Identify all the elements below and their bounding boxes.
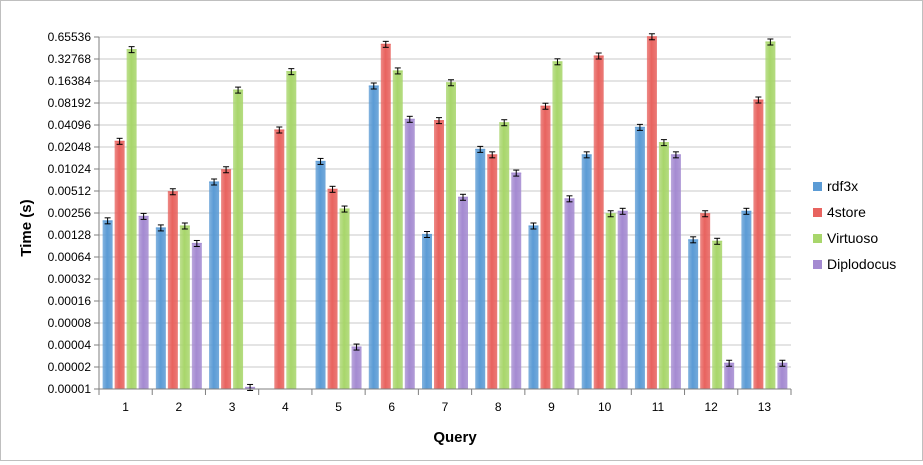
bar: [102, 220, 113, 389]
bar: [233, 90, 244, 389]
y-tick-label: 0.04096: [48, 118, 92, 132]
x-tick-label: 13: [758, 400, 772, 414]
bar: [658, 142, 669, 389]
x-tick-label: 9: [548, 400, 555, 414]
y-tick-label: 0.16384: [48, 74, 92, 88]
bar: [315, 161, 326, 389]
bar: [434, 120, 444, 389]
bar: [475, 149, 486, 389]
bar: [593, 56, 604, 389]
legend-swatch: [813, 208, 822, 217]
bar: [167, 191, 178, 389]
y-tick-label: 0.02048: [48, 140, 92, 154]
bar: [209, 181, 220, 389]
legend-swatch: [813, 182, 822, 191]
bar: [155, 227, 166, 389]
bar: [700, 213, 711, 389]
bar: [634, 127, 645, 389]
x-tick-label: 6: [388, 400, 395, 414]
bar: [191, 243, 202, 389]
x-tick-labels: 1 2 3 4 5 6 7 8 9 10 11 12 13: [122, 400, 771, 414]
bar: [528, 225, 539, 389]
legend-swatch: [813, 234, 822, 243]
axes: [98, 37, 792, 395]
legend-label: 4store: [827, 204, 866, 220]
y-tick-label: 0.00002: [48, 360, 92, 374]
bar: [126, 49, 137, 389]
bar: [392, 70, 403, 389]
bar: [339, 209, 350, 389]
error-bars: [104, 33, 786, 391]
legend-label: Virtuoso: [827, 230, 878, 246]
x-tick-label: 10: [598, 400, 612, 414]
x-tick-label: 3: [229, 400, 236, 414]
bar: [179, 225, 190, 389]
bar: [564, 198, 575, 389]
bar: [458, 197, 468, 389]
bar: [646, 36, 657, 390]
x-tick-label: 5: [335, 400, 342, 414]
x-tick-label: 4: [282, 400, 289, 414]
bar: [221, 169, 232, 389]
y-tick-label: 0.00016: [48, 294, 92, 308]
y-tick-label: 0.00001: [48, 382, 92, 396]
x-tick-label: 2: [176, 400, 183, 414]
legend: rdf3x 4store Virtuoso Diplodocus: [813, 178, 896, 272]
bar: [552, 61, 563, 390]
y-tick-label: 0.32768: [48, 52, 92, 66]
bar: [712, 241, 723, 389]
bar: [487, 154, 498, 389]
y-tick-label: 0.00064: [48, 250, 92, 264]
y-tick-labels: 0.00001 0.00002 0.00004 0.00008 0.00016 0.000…: [48, 30, 92, 396]
bar: [274, 129, 285, 389]
y-tick-label: 0.08192: [48, 96, 92, 110]
bar: [422, 234, 432, 389]
y-tick-label: 0.00008: [48, 316, 92, 330]
bar: [688, 239, 699, 389]
bar: [446, 82, 456, 389]
bar: [741, 211, 752, 389]
y-tick-label: 0.00256: [48, 206, 92, 220]
bar: [777, 363, 788, 389]
bar: [499, 122, 510, 390]
y-axis-title: Time (s): [18, 199, 35, 256]
bars: [102, 36, 788, 390]
x-tick-label: 7: [442, 400, 449, 414]
bar: [138, 216, 149, 389]
bar: [581, 154, 592, 389]
bar: [286, 71, 297, 389]
bar: [605, 213, 616, 389]
bar: [351, 347, 362, 389]
legend-label: rdf3x: [827, 178, 858, 194]
bar: [380, 44, 391, 389]
bar: [368, 85, 379, 389]
y-tick-label: 0.01024: [48, 162, 92, 176]
bar: [724, 363, 735, 389]
bar: [404, 119, 415, 389]
x-tick-label: 8: [495, 400, 502, 414]
bar: [327, 189, 338, 389]
bar: [114, 141, 125, 389]
x-tick-label: 1: [122, 400, 129, 414]
bar: [765, 41, 776, 389]
y-tick-label: 0.00128: [48, 228, 92, 242]
legend-label: Diplodocus: [827, 256, 896, 272]
bar: [753, 100, 764, 389]
bar: [617, 211, 628, 389]
y-tick-label: 0.65536: [48, 30, 92, 44]
legend-swatch: [813, 260, 822, 269]
y-tick-label: 0.00512: [48, 184, 92, 198]
bar: [670, 154, 681, 389]
x-tick-label: 11: [652, 400, 665, 414]
bar: [540, 106, 551, 390]
x-axis-title: Query: [433, 429, 477, 446]
bar: [511, 173, 522, 389]
y-tick-label: 0.00032: [48, 272, 92, 286]
y-tick-label: 0.00004: [48, 338, 92, 352]
x-tick-label: 12: [704, 400, 718, 414]
